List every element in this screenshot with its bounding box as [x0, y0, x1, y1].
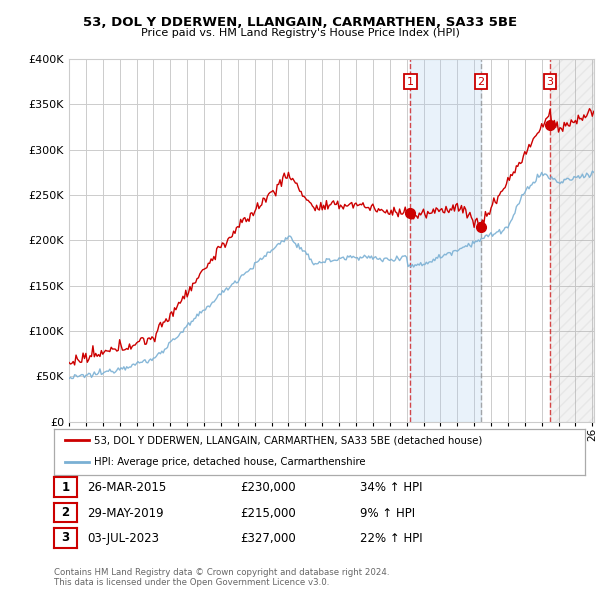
Text: Price paid vs. HM Land Registry's House Price Index (HPI): Price paid vs. HM Land Registry's House … — [140, 28, 460, 38]
Text: 1: 1 — [61, 480, 70, 494]
Text: 3: 3 — [547, 77, 554, 87]
Text: 3: 3 — [61, 531, 70, 545]
Text: 53, DOL Y DDERWEN, LLANGAIN, CARMARTHEN, SA33 5BE: 53, DOL Y DDERWEN, LLANGAIN, CARMARTHEN,… — [83, 16, 517, 29]
Text: 2: 2 — [61, 506, 70, 519]
Text: 53, DOL Y DDERWEN, LLANGAIN, CARMARTHEN, SA33 5BE (detached house): 53, DOL Y DDERWEN, LLANGAIN, CARMARTHEN,… — [94, 435, 482, 445]
Bar — [550, 59, 594, 422]
Text: 29-MAY-2019: 29-MAY-2019 — [87, 507, 164, 520]
Text: £230,000: £230,000 — [240, 481, 296, 494]
Text: HPI: Average price, detached house, Carmarthenshire: HPI: Average price, detached house, Carm… — [94, 457, 365, 467]
Text: £215,000: £215,000 — [240, 507, 296, 520]
Text: 2: 2 — [478, 77, 485, 87]
Text: 34% ↑ HPI: 34% ↑ HPI — [360, 481, 422, 494]
Text: 9% ↑ HPI: 9% ↑ HPI — [360, 507, 415, 520]
Text: 03-JUL-2023: 03-JUL-2023 — [87, 532, 159, 545]
Text: Contains HM Land Registry data © Crown copyright and database right 2024.
This d: Contains HM Land Registry data © Crown c… — [54, 568, 389, 587]
Text: 26-MAR-2015: 26-MAR-2015 — [87, 481, 166, 494]
Text: £327,000: £327,000 — [240, 532, 296, 545]
Text: 1: 1 — [407, 77, 414, 87]
Text: 22% ↑ HPI: 22% ↑ HPI — [360, 532, 422, 545]
Bar — [410, 59, 481, 422]
